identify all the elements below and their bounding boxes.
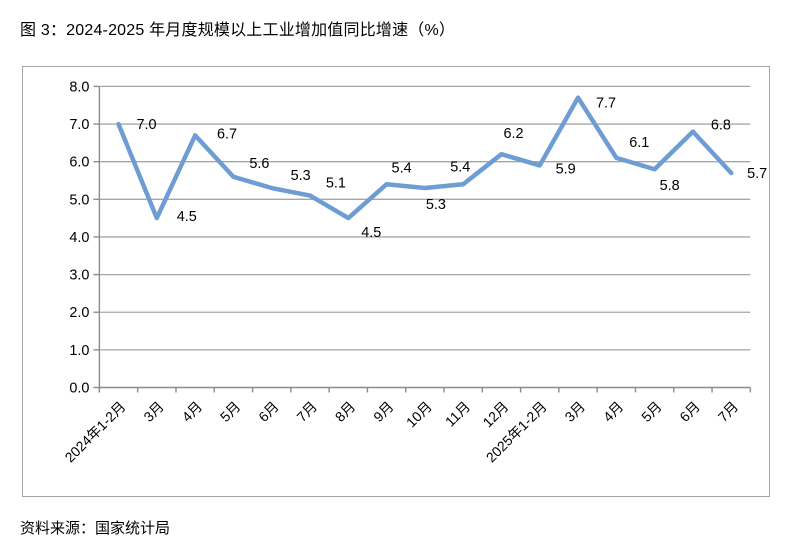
data-label: 5.3 [426, 197, 446, 213]
data-label: 6.2 [503, 126, 523, 142]
data-label: 5.6 [249, 156, 269, 172]
y-tick-label: 3.0 [69, 268, 89, 284]
source-note: 资料来源：国家统计局 [20, 520, 171, 537]
x-tick-label: 4月 [600, 398, 627, 425]
x-tick-label: 3月 [561, 398, 588, 425]
data-label: 5.4 [450, 159, 470, 175]
figure-title: 图 3：2024-2025 年月度规模以上工业增加值同比增速（%） [20, 22, 456, 39]
data-label: 6.7 [217, 126, 237, 142]
data-label: 4.5 [361, 225, 381, 241]
data-label: 7.7 [596, 96, 616, 112]
x-tick-label: 11月 [442, 398, 473, 429]
chart-frame: 0.0 1.0 2.0 3.0 4.0 5.0 6.0 7.0 8.0 2024年1-2月 3月 4月… [22, 66, 770, 497]
series-line [116, 95, 734, 221]
x-tick-label: 2024年1-2月 [61, 398, 128, 465]
data-label: 5.3 [291, 168, 311, 184]
data-label: 5.7 [747, 166, 767, 182]
x-tick-label: 7月 [715, 398, 742, 425]
x-tick-label: 5月 [217, 398, 244, 425]
data-label: 5.9 [556, 161, 576, 177]
data-label: 6.8 [711, 118, 731, 134]
y-tick-label: 4.0 [69, 230, 89, 246]
data-label: 6.1 [629, 135, 649, 151]
y-tick-label: 0.0 [69, 380, 89, 396]
x-tick-label: 10月 [403, 398, 435, 430]
x-tick-label: 3月 [140, 398, 167, 425]
data-label: 4.5 [177, 209, 197, 225]
y-tick-label: 1.0 [69, 343, 89, 359]
y-tick-label: 6.0 [69, 155, 89, 171]
data-label: 5.1 [326, 176, 346, 192]
x-tick-label: 7月 [293, 398, 320, 425]
data-label: 7.0 [136, 117, 156, 133]
x-tick-label: 6月 [676, 398, 703, 425]
x-tick-label: 8月 [332, 398, 359, 425]
line-chart: 0.0 1.0 2.0 3.0 4.0 5.0 6.0 7.0 8.0 2024年1-2月 3月 4月… [61, 79, 767, 465]
x-tick-label: 5月 [638, 398, 665, 425]
y-tick-label: 7.0 [69, 117, 89, 133]
y-tick-label: 5.0 [69, 192, 89, 208]
x-tick-label: 4月 [179, 398, 206, 425]
x-tick-label: 6月 [255, 398, 282, 425]
data-label: 5.4 [392, 160, 412, 176]
x-tick-label: 9月 [370, 398, 397, 425]
y-tick-label: 2.0 [69, 305, 89, 321]
x-tick-label: 12月 [479, 398, 511, 430]
data-label: 5.8 [660, 178, 680, 194]
y-tick-label: 8.0 [69, 79, 89, 95]
